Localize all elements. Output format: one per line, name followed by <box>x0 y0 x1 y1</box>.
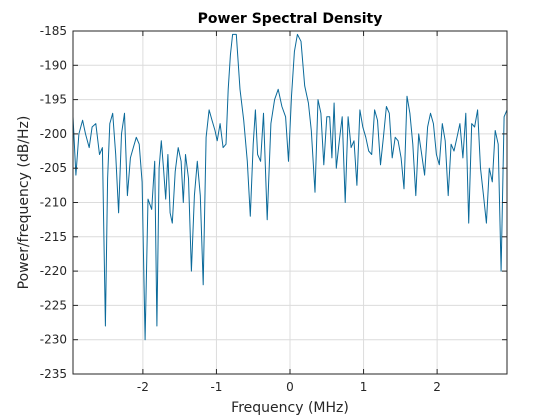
x-tick-label: 0 <box>286 380 294 394</box>
chart-title: Power Spectral Density <box>198 11 383 27</box>
x-tick-label: -1 <box>210 380 222 394</box>
y-tick-label: -205 <box>40 161 67 175</box>
y-tick-label: -200 <box>40 127 67 141</box>
x-tick-label: 1 <box>360 380 368 394</box>
x-tick-label: -2 <box>137 380 149 394</box>
y-tick-label: -195 <box>40 93 67 107</box>
y-axis-label: Power/frequency (dB/Hz) <box>16 116 32 290</box>
y-tick-label: -190 <box>40 58 67 72</box>
x-axis-label: Frequency (MHz) <box>231 400 349 416</box>
psd-series-line <box>72 33 508 341</box>
y-tick-label: -235 <box>40 367 67 381</box>
series-layer <box>72 33 508 341</box>
y-tick-label: -185 <box>40 24 67 38</box>
y-tick-label: -220 <box>40 264 67 278</box>
y-tick-label: -215 <box>40 230 67 244</box>
x-tick-label: 2 <box>433 380 441 394</box>
y-tick-label: -210 <box>40 196 67 210</box>
y-tick-label: -225 <box>40 298 67 312</box>
ticks <box>73 30 507 375</box>
y-tick-label: -230 <box>40 333 67 347</box>
tick-labels: -2 -1 0 1 2 -235 -230 -225 -220 -215 -210 -205 -200 -… <box>40 24 441 394</box>
